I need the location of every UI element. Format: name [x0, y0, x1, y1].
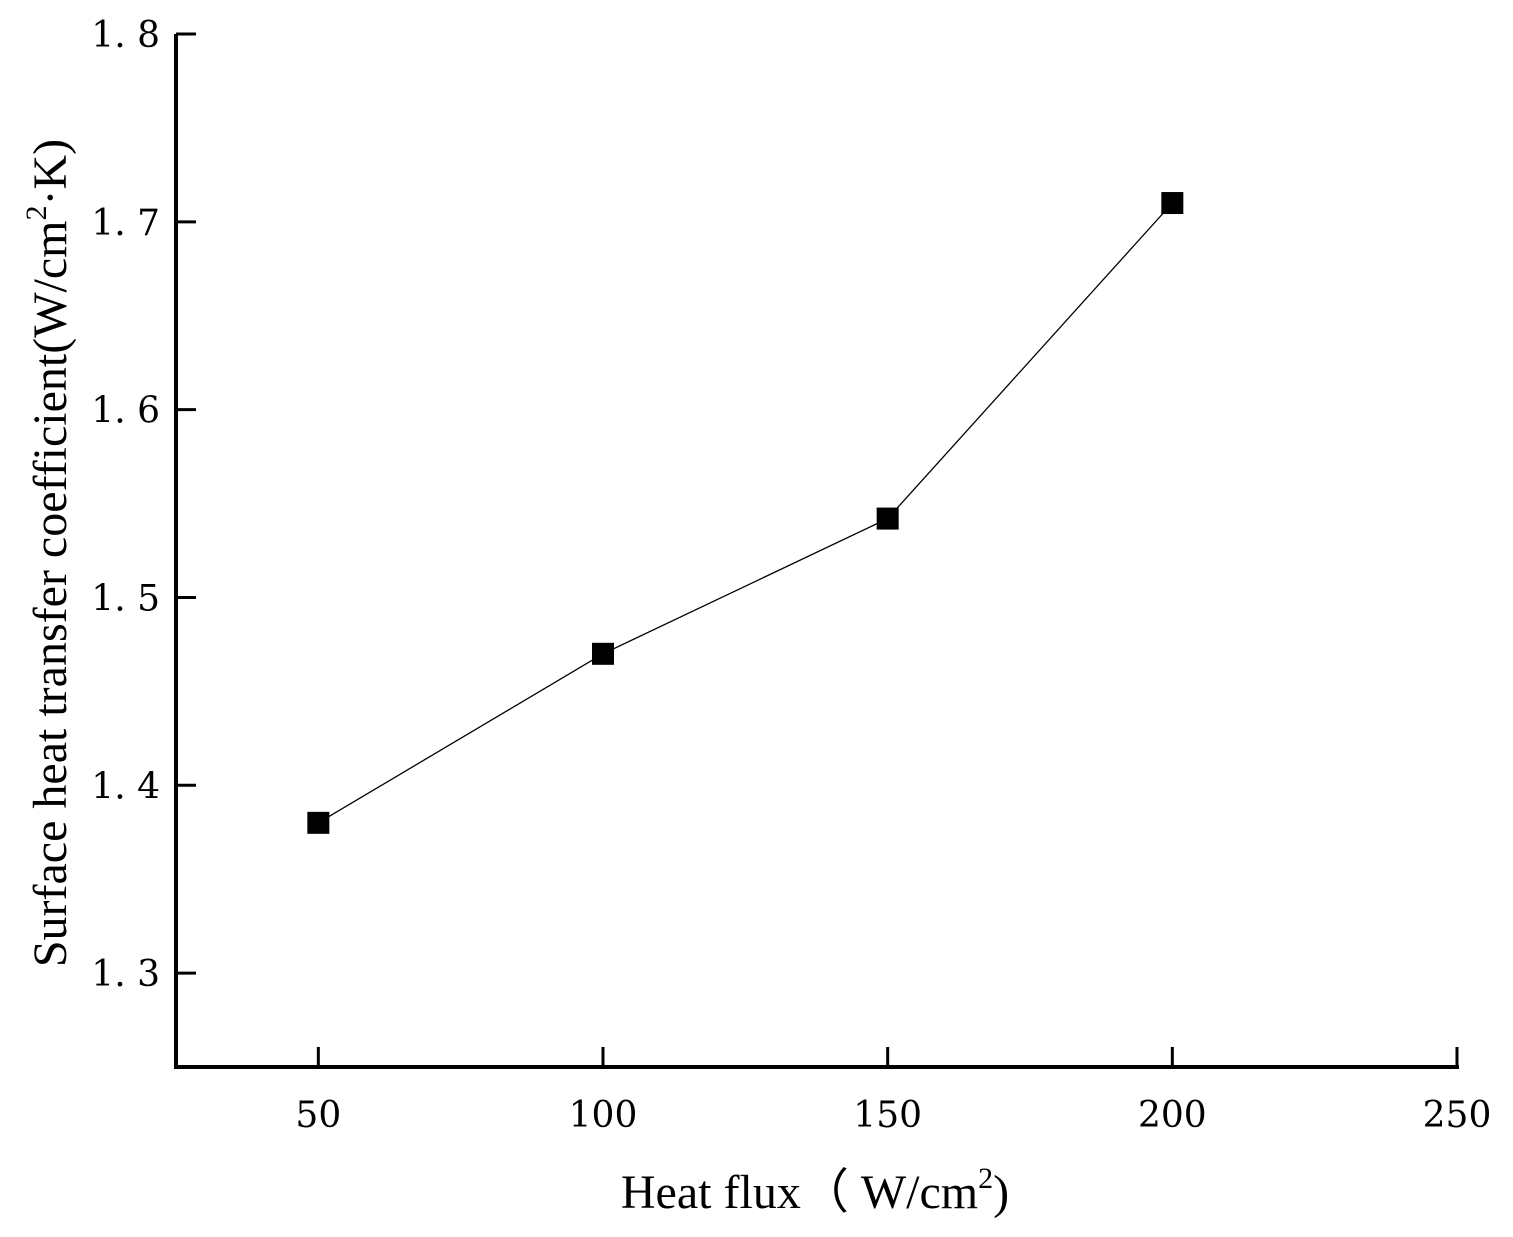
y-tick-label: 1. 7 [91, 203, 160, 244]
y-axis-title: Surface heat transfer coefficient(W/cm2·… [20, 139, 77, 967]
x-axis-title: Heat flux（ W/cm2) [621, 1162, 1009, 1219]
axes [174, 34, 1459, 1069]
x-ticks: 50 100 150 200 250 [295, 1047, 1491, 1136]
y-tick-label: 1. 4 [91, 766, 160, 807]
y-tick-label: 1. 8 [91, 15, 160, 56]
y-tick-label: 1. 5 [91, 578, 160, 619]
y-axis-title-sup: 2 [20, 205, 53, 220]
x-axis-title-sup: 2 [978, 1162, 993, 1195]
series-line [318, 202, 1173, 824]
x-tick-label: 50 [295, 1095, 341, 1136]
y-tick-label: 1. 6 [91, 391, 160, 432]
data-point-marker [592, 642, 614, 665]
data-point-marker [1161, 192, 1184, 215]
x-tick-label: 150 [853, 1095, 922, 1136]
series-layer [307, 192, 1184, 834]
y-axis-title-end: ·K) [24, 139, 77, 206]
y-axis-title-main: Surface heat transfer coefficient(W/cm [24, 220, 77, 967]
y-ticks: 1. 3 1. 4 1. 5 1. 6 1. 7 1. 8 [91, 15, 196, 995]
x-tick-label: 250 [1423, 1095, 1492, 1136]
y-tick-label: 1. 3 [91, 954, 160, 995]
data-point-marker [307, 811, 330, 834]
data-point-marker [876, 507, 899, 530]
x-axis-title-main: Heat flux（ W/cm [621, 1166, 978, 1219]
x-tick-label: 200 [1138, 1095, 1207, 1136]
x-axis-title-end: ) [993, 1166, 1009, 1219]
x-tick-label: 100 [569, 1095, 638, 1136]
